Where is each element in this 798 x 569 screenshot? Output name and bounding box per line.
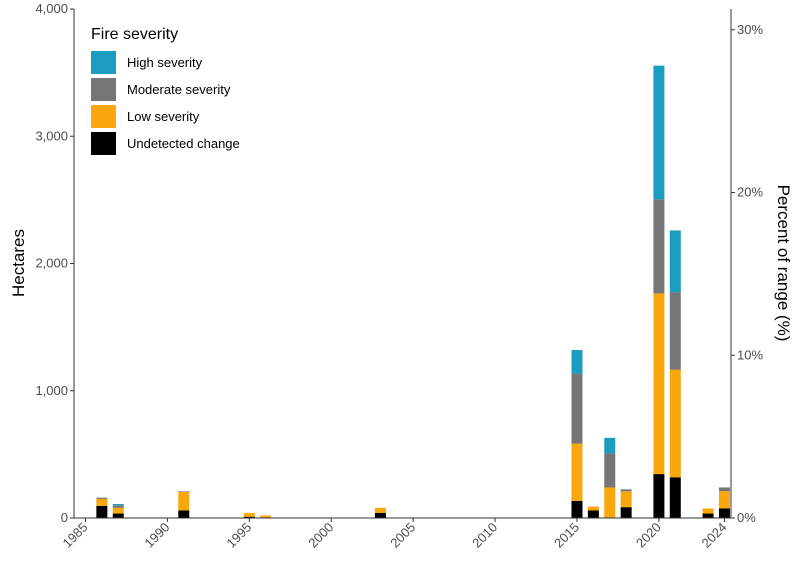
bar-2020-high-severity (653, 65, 665, 200)
bar-2017-low-severity (604, 487, 616, 518)
y2-tick-label: 10% (737, 347, 763, 362)
bar-2023-low-severity (702, 508, 714, 514)
bar-1995-undetected-change (243, 516, 255, 518)
legend-label-high-severity: High severity (127, 55, 203, 70)
bar-1986-undetected-change (96, 505, 108, 518)
bar-2003-undetected-change (374, 512, 386, 518)
bar-2023-undetected-change (702, 513, 714, 518)
bar-1991-moderate-severity (178, 491, 190, 492)
bar-2024-undetected-change (718, 508, 730, 518)
y-tick-label: 1,000 (35, 383, 68, 398)
bar-1986-moderate-severity (96, 497, 108, 499)
legend-label-undetected-change: Undetected change (127, 136, 240, 151)
bar-2021-moderate-severity (669, 292, 681, 370)
legend-swatch-undetected-change (91, 132, 116, 155)
x-tick-label: 1995 (223, 520, 254, 551)
bar-2003-low-severity (374, 507, 386, 513)
bar-1991-undetected-change (178, 510, 190, 518)
bar-2024-low-severity (718, 491, 730, 509)
bar-1987-undetected-change (112, 513, 124, 518)
bar-2020-low-severity (653, 293, 665, 475)
x-tick-label: 2010 (469, 520, 500, 551)
bar-1986-low-severity (96, 498, 108, 506)
legend-title: Fire severity (91, 26, 178, 43)
bar-1996-low-severity (260, 515, 272, 518)
x-ticks: 1985 1990 1995 2000 2005 2010 2015 2020 2024 (60, 518, 730, 551)
y2-tick-label: 20% (737, 185, 763, 200)
x-tick-label: 2005 (387, 520, 418, 551)
y-tick-label: 3,000 (35, 128, 68, 143)
y-tick-label: 0 (61, 510, 68, 525)
bar-2021-undetected-change (669, 477, 681, 518)
bar-2015-high-severity (571, 350, 583, 374)
bar-2016-low-severity (587, 506, 599, 511)
bar-1987-low-severity (112, 507, 124, 514)
bar-2024-moderate-severity (718, 487, 730, 492)
bar-2020-moderate-severity (653, 199, 665, 294)
x-tick-label: 2000 (305, 520, 336, 551)
bar-2021-high-severity (669, 230, 681, 293)
x-tick-label: 2024 (699, 520, 730, 551)
bar-2020-undetected-change (653, 474, 665, 518)
bar-2017-moderate-severity (604, 453, 616, 488)
bars-layer (96, 65, 730, 518)
bar-1987-high-severity (112, 504, 124, 506)
legend-swatch-moderate-severity (91, 78, 116, 101)
bar-2018-low-severity (620, 491, 632, 508)
bar-2015-low-severity (571, 443, 583, 501)
legend-label-moderate-severity: Moderate severity (127, 82, 231, 97)
y2-tick-label: 0% (737, 510, 756, 525)
y2-tick-label: 30% (737, 22, 763, 37)
legend-swatch-high-severity (91, 51, 116, 74)
y-tick-label: 2,000 (35, 256, 68, 271)
y-tick-label: 4,000 (35, 1, 68, 16)
x-tick-label: 2015 (551, 520, 582, 551)
bar-2015-moderate-severity (571, 373, 583, 444)
y2-ticks: 0% 10% 20% 30% (731, 22, 763, 525)
y-axis-title: Hectares (9, 229, 28, 297)
legend-swatch-low-severity (91, 105, 116, 128)
bar-2017-high-severity (604, 437, 616, 454)
bar-2015-undetected-change (571, 500, 583, 518)
bar-2018-undetected-change (620, 507, 632, 518)
y2-axis-title: Percent of range (%) (774, 185, 793, 342)
x-tick-label: 1990 (141, 520, 172, 551)
x-tick-label: 2020 (633, 520, 664, 551)
legend-label-low-severity: Low severity (127, 109, 200, 124)
y-ticks: 0 1,000 2,000 3,000 4,000 (35, 1, 74, 525)
legend: Fire severity High severity Moderate seve… (91, 26, 240, 155)
bar-2016-undetected-change (587, 510, 599, 518)
bar-2018-moderate-severity (620, 489, 632, 492)
bar-1995-low-severity (243, 512, 255, 517)
bar-1987-moderate-severity (112, 505, 124, 508)
bar-1991-low-severity (178, 491, 190, 511)
bar-2021-low-severity (669, 369, 681, 478)
